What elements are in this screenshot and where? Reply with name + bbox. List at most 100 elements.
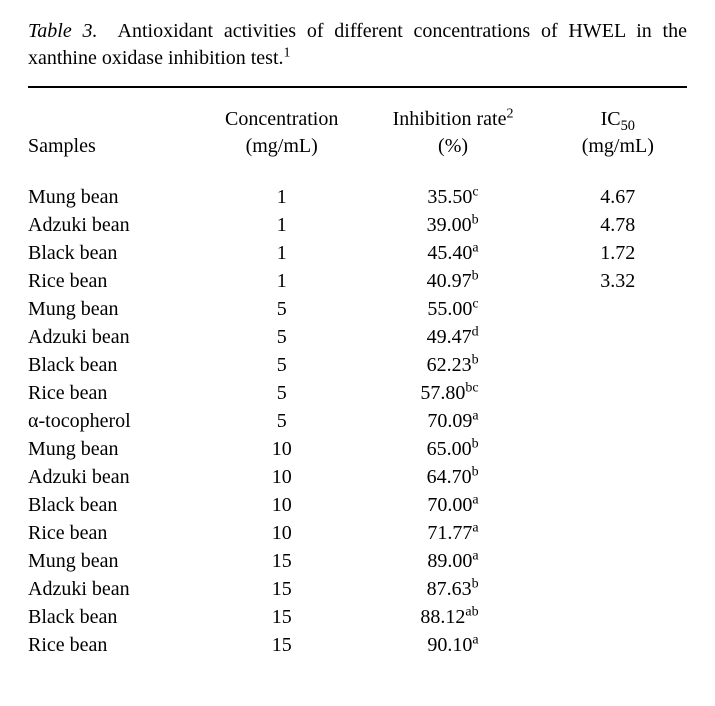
cell-sample: Adzuki bean: [28, 212, 206, 240]
cell-ic50: [549, 296, 687, 324]
table-head: Samples Concentration (mg/mL) Inhibition…: [28, 88, 687, 166]
header-inhib-sup: 2: [506, 106, 513, 121]
inhibition-value: 89.00: [427, 550, 472, 572]
cell-sample: α-tocopherol: [28, 408, 206, 436]
cell-ic50: [549, 604, 687, 632]
table-caption: Table 3. Antioxidant activities of diffe…: [28, 18, 687, 72]
table-row: Black bean1070.00a: [28, 492, 687, 520]
header-ic50-sub: 50: [621, 118, 635, 134]
inhibition-sup: ab: [465, 604, 478, 619]
cell-sample: Rice bean: [28, 632, 206, 660]
cell-inhibition: 90.10a: [357, 632, 548, 660]
inhibition-sup: a: [472, 408, 478, 423]
inhibition-value: 65.00: [427, 438, 472, 460]
header-ic50-line1: IC: [601, 108, 621, 130]
cell-inhibition: 39.00b: [357, 212, 548, 240]
cell-inhibition: 45.40a: [357, 240, 548, 268]
cell-concentration: 1: [206, 166, 358, 212]
inhibition-value: 64.70: [427, 466, 472, 488]
inhibition-sup: a: [472, 632, 478, 647]
caption-text: Antioxidant activities of different conc…: [28, 20, 687, 69]
cell-ic50: 1.72: [549, 240, 687, 268]
cell-inhibition: 35.50c: [357, 166, 548, 212]
cell-inhibition: 87.63b: [357, 576, 548, 604]
cell-inhibition: 70.09a: [357, 408, 548, 436]
header-row: Samples Concentration (mg/mL) Inhibition…: [28, 88, 687, 166]
inhibition-sup: b: [472, 268, 479, 283]
inhibition-value: 71.77: [427, 522, 472, 544]
table-row: Mung bean1589.00a: [28, 548, 687, 576]
header-ic50: IC50 (mg/mL): [549, 88, 687, 166]
inhibition-sup: a: [472, 240, 478, 255]
table-row: Rice bean557.80bc: [28, 380, 687, 408]
header-inhib-line2: (%): [438, 135, 468, 157]
inhibition-value: 70.09: [427, 410, 472, 432]
header-ic50-line2: (mg/mL): [582, 135, 654, 157]
cell-concentration: 1: [206, 240, 358, 268]
header-conc-line2: (mg/mL): [246, 135, 318, 157]
table-row: Black bean1588.12ab: [28, 604, 687, 632]
cell-ic50: [549, 408, 687, 436]
inhibition-value: 88.12: [420, 606, 465, 628]
cell-concentration: 5: [206, 296, 358, 324]
table-row: Adzuki bean1587.63b: [28, 576, 687, 604]
cell-ic50: [549, 464, 687, 492]
table-row: Rice bean1 40.97b 3.32: [28, 268, 687, 296]
table-row: Mung bean1065.00b: [28, 436, 687, 464]
cell-sample: Mung bean: [28, 166, 206, 212]
inhibition-sup: c: [472, 296, 478, 311]
inhibition-sup: a: [472, 520, 478, 535]
cell-inhibition: 88.12ab: [357, 604, 548, 632]
cell-concentration: 10: [206, 436, 358, 464]
cell-concentration: 10: [206, 520, 358, 548]
table-label: Table 3.: [28, 20, 98, 42]
inhibition-sup: b: [472, 576, 479, 591]
table-row: Black bean562.23b: [28, 352, 687, 380]
inhibition-value: 90.10: [427, 634, 472, 656]
inhibition-value: 40.97: [427, 270, 472, 292]
inhibition-value: 70.00: [427, 494, 472, 516]
caption-footnote-ref: 1: [284, 45, 291, 60]
inhibition-value: 45.40: [427, 242, 472, 264]
cell-sample: Rice bean: [28, 268, 206, 296]
inhibition-sup: b: [472, 436, 479, 451]
cell-concentration: 5: [206, 352, 358, 380]
cell-concentration: 15: [206, 604, 358, 632]
inhibition-sup: d: [472, 324, 479, 339]
cell-ic50: [549, 380, 687, 408]
header-conc-line1: Concentration: [225, 108, 338, 130]
cell-sample: Adzuki bean: [28, 464, 206, 492]
cell-inhibition: 64.70b: [357, 464, 548, 492]
cell-sample: Black bean: [28, 492, 206, 520]
cell-ic50: 3.32: [549, 268, 687, 296]
table-body: Mung bean135.50c4.67Adzuki bean139.00b4.…: [28, 166, 687, 660]
cell-inhibition: 65.00b: [357, 436, 548, 464]
cell-sample: Mung bean: [28, 548, 206, 576]
cell-concentration: 5: [206, 380, 358, 408]
table-row: Mung bean555.00c: [28, 296, 687, 324]
cell-ic50: [549, 576, 687, 604]
inhibition-value: 35.50: [427, 186, 472, 208]
cell-ic50: [549, 548, 687, 576]
inhibition-value: 87.63: [427, 578, 472, 600]
inhibition-sup: bc: [465, 380, 478, 395]
cell-sample: Rice bean: [28, 520, 206, 548]
table-row: α-tocopherol570.09a: [28, 408, 687, 436]
cell-sample: Rice bean: [28, 380, 206, 408]
cell-concentration: 15: [206, 632, 358, 660]
cell-inhibition: 57.80bc: [357, 380, 548, 408]
cell-sample: Black bean: [28, 352, 206, 380]
data-table: Samples Concentration (mg/mL) Inhibition…: [28, 88, 687, 660]
header-concentration: Concentration (mg/mL): [206, 88, 358, 166]
table-row: Adzuki bean1064.70b: [28, 464, 687, 492]
header-samples: Samples: [28, 88, 206, 166]
cell-concentration: 1: [206, 268, 358, 296]
cell-ic50: [549, 492, 687, 520]
cell-inhibition: 89.00a: [357, 548, 548, 576]
table-row: Mung bean135.50c4.67: [28, 166, 687, 212]
cell-concentration: 10: [206, 464, 358, 492]
table-row: Rice bean1590.10a: [28, 632, 687, 660]
inhibition-sup: b: [472, 352, 479, 367]
inhibition-value: 55.00: [427, 298, 472, 320]
cell-concentration: 5: [206, 408, 358, 436]
